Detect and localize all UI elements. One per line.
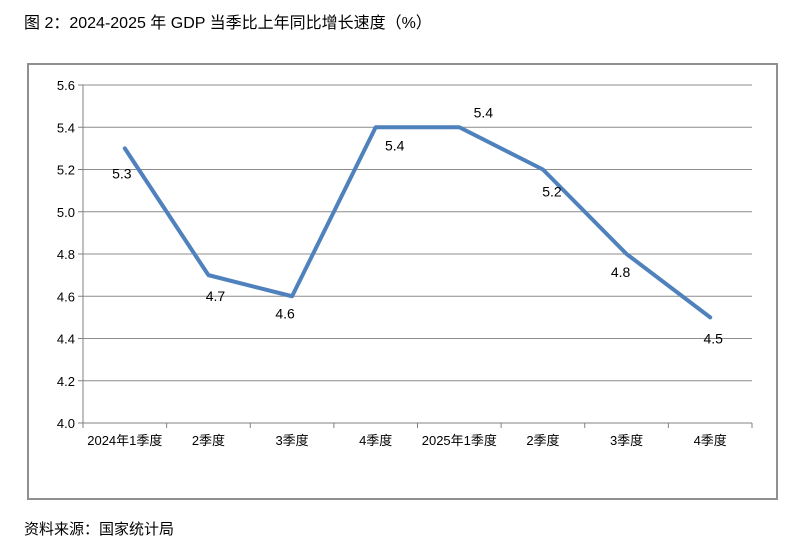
figure-title: 图 2：2024-2025 年 GDP 当季比上年同比增长速度（%） [24,15,432,32]
data-label: 5.2 [542,184,562,200]
x-tick-label: 4季度 [359,433,392,448]
data-label: 4.8 [611,264,631,280]
y-tick-label: 5.6 [57,78,75,93]
data-label: 5.3 [112,165,132,181]
gridlines [83,84,752,382]
x-tick-label: 2季度 [192,433,225,448]
y-tick-label: 4.2 [57,374,75,389]
y-tick-label: 4.8 [57,247,75,262]
data-label: 4.5 [703,330,723,346]
data-label: 4.6 [275,305,295,321]
x-axis: 2024年1季度 2季度 3季度 4季度 2025年1季度 2季度 3季度 4季度 [82,422,753,448]
data-label: 4.7 [206,288,226,304]
x-tick-label: 3季度 [275,433,308,448]
data-label: 5.4 [385,137,405,153]
series-line [122,125,713,320]
x-tick-label: 2025年1季度 [422,433,497,448]
source-note: 资料来源：国家统计局 [24,521,175,538]
y-tick-label: 4.0 [57,416,75,431]
y-tick-label: 5.4 [57,120,75,135]
gdp-line-chart: 4.0 4.2 4.4 4.6 4.8 5.0 5.2 5.4 5.6 2024年1季度 2季度 3季… [57,78,753,448]
y-axis: 4.0 4.2 4.4 4.6 4.8 5.0 5.2 5.4 5.6 [57,78,84,431]
y-tick-label: 5.2 [57,163,75,178]
y-tick-label: 5.0 [57,205,75,220]
y-tick-label: 4.4 [57,332,75,347]
x-tick-label: 2024年1季度 [87,433,162,448]
x-tick-label: 3季度 [610,433,643,448]
data-label: 5.4 [474,104,494,120]
x-tick-label: 4季度 [694,433,727,448]
y-tick-label: 4.6 [57,289,75,304]
chart-frame: 4.0 4.2 4.4 4.6 4.8 5.0 5.2 5.4 5.6 2024年1季度 2季度 3季… [27,63,778,500]
x-tick-label: 2季度 [526,433,559,448]
data-labels: 5.3 4.7 4.6 5.4 5.4 5.2 4.8 4.5 [112,104,723,346]
